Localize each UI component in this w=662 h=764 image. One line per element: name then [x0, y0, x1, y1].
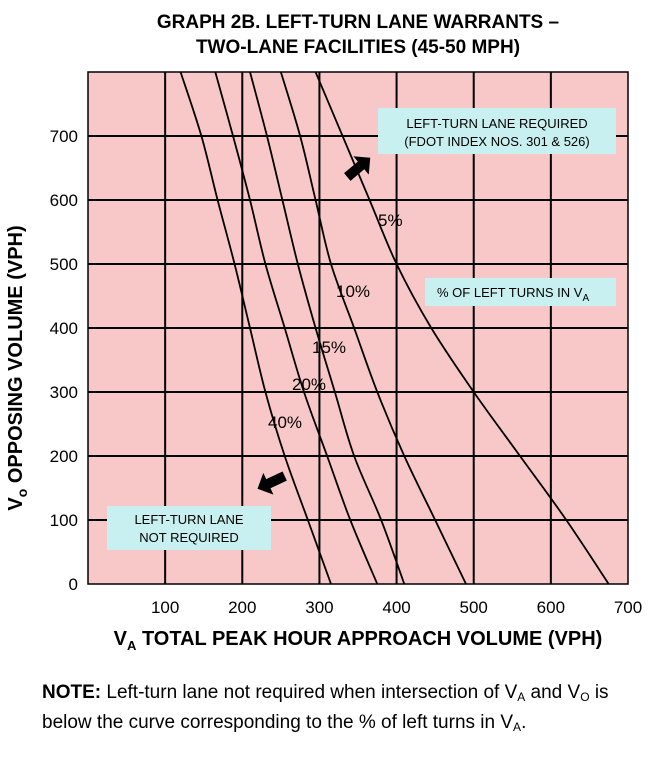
note-text-d: .: [521, 712, 527, 733]
x-axis-title: VA TOTAL PEAK HOUR APPROACH VOLUME (VPH): [114, 628, 603, 653]
y-tick-700: 700: [50, 127, 78, 146]
x-ticks: 100 200 300 400 500 600 700: [151, 598, 642, 617]
pct-box: % OF LEFT TURNS IN VA: [425, 278, 616, 306]
required-box-line1: LEFT-TURN LANE REQUIRED: [406, 116, 587, 131]
x-tick-400: 400: [382, 598, 410, 617]
y-tick-100: 100: [50, 511, 78, 530]
note-label: NOTE:: [42, 682, 102, 703]
y-tick-300: 300: [50, 383, 78, 402]
chart-title-line1: GRAPH 2B. LEFT-TURN LANE WARRANTS –: [157, 12, 559, 33]
curves: [179, 71, 610, 585]
note: NOTE: Left-turn lane not required when i…: [42, 680, 652, 740]
arrow-up-right-icon: [344, 156, 371, 181]
curve-label-40pct: 40%: [268, 413, 302, 432]
not-required-box-bg: [107, 506, 271, 550]
note-text-b: and V: [525, 682, 581, 703]
required-box-bg: [378, 108, 616, 154]
x-tick-100: 100: [151, 598, 179, 617]
curve-40pct: [179, 71, 332, 585]
curve-20pct: [214, 71, 379, 585]
curve-15pct: [249, 71, 406, 585]
curve-10pct: [279, 71, 467, 585]
curve-5pct: [314, 71, 610, 585]
not-required-box: LEFT-TURN LANE NOT REQUIRED: [107, 506, 271, 550]
note-sub-o: O: [580, 690, 590, 704]
not-required-line2: NOT REQUIRED: [139, 530, 238, 545]
x-tick-300: 300: [305, 598, 333, 617]
pct-box-text: % OF LEFT TURNS IN VA: [437, 285, 589, 304]
note-text-c: is below the curve corresponding to the …: [42, 682, 609, 733]
curve-label-15pct: 15%: [312, 338, 346, 357]
y-axis-title: Vo OPPOSING VOLUME (VPH): [5, 225, 30, 510]
note-sub-a2: A: [513, 720, 522, 734]
chart-title-line2: TWO-LANE FACILITIES (45-50 MPH): [196, 37, 520, 58]
required-box: LEFT-TURN LANE REQUIRED (FDOT INDEX NOS.…: [378, 108, 616, 154]
y-ticks: 0 100 200 300 400 500 600 700: [50, 127, 78, 594]
plot-frame: [87, 71, 629, 585]
required-box-line2: (FDOT INDEX NOS. 301 & 526): [404, 134, 589, 149]
curve-label-20pct: 20%: [292, 375, 326, 394]
y-tick-400: 400: [50, 319, 78, 338]
grid: [88, 72, 628, 584]
y-tick-500: 500: [50, 255, 78, 274]
arrow-down-left-icon: [257, 471, 287, 495]
y-tick-0: 0: [69, 575, 78, 594]
note-sub-a: A: [517, 690, 526, 704]
x-tick-500: 500: [460, 598, 488, 617]
y-tick-600: 600: [50, 191, 78, 210]
x-tick-700: 700: [614, 598, 642, 617]
note-text-a: Left-turn lane not required when interse…: [101, 682, 518, 703]
x-tick-200: 200: [228, 598, 256, 617]
not-required-line1: LEFT-TURN LANE: [134, 512, 243, 527]
x-tick-600: 600: [537, 598, 565, 617]
y-tick-200: 200: [50, 447, 78, 466]
curve-label-10pct: 10%: [336, 282, 370, 301]
chart: GRAPH 2B. LEFT-TURN LANE WARRANTS – TWO-…: [5, 12, 642, 653]
curve-label-5pct: 5%: [378, 211, 403, 230]
pct-box-bg: [425, 278, 616, 306]
